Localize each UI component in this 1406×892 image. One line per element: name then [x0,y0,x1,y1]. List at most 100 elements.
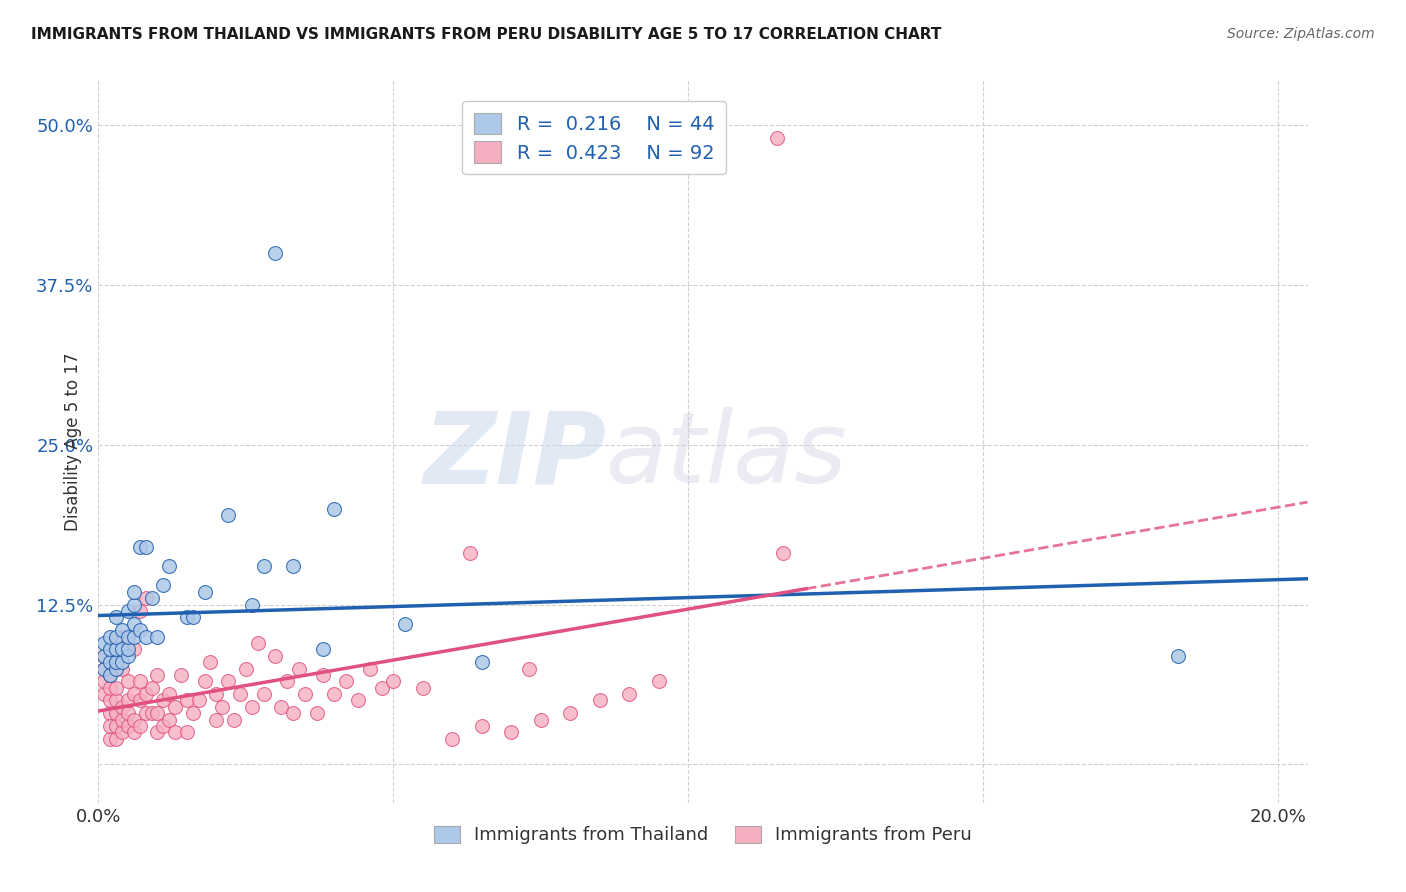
Point [252,559,274,574]
Point [122,713,145,727]
Point [128,719,150,733]
Point [111,725,134,739]
Point [98,630,121,644]
Point [157,559,180,574]
Text: ZIP: ZIP [423,408,606,505]
Point [122,642,145,657]
Point [181,706,204,721]
Point [370,681,392,695]
Point [281,706,304,721]
Point [141,706,163,721]
Legend: Immigrants from Thailand, Immigrants from Peru: Immigrants from Thailand, Immigrants fro… [427,818,979,852]
Point [157,687,180,701]
Point [105,719,128,733]
Point [128,693,150,707]
Point [264,648,287,663]
Point [146,706,169,721]
Point [264,246,287,260]
Point [135,706,157,721]
Point [235,661,257,675]
Point [152,578,174,592]
Point [98,642,121,657]
Point [111,661,134,675]
Point [105,706,128,721]
Point [311,668,333,682]
Point [93,687,115,701]
Point [619,687,641,701]
Point [141,591,163,606]
Point [165,725,187,739]
Point [222,713,245,727]
Point [217,508,239,522]
Point [517,661,540,675]
Point [117,648,139,663]
Point [176,725,198,739]
Point [98,719,121,733]
Point [305,706,328,721]
Point [152,719,174,733]
Point [176,610,198,624]
Point [122,725,145,739]
Point [105,693,128,707]
Point [157,713,180,727]
Point [335,674,357,689]
Point [765,131,787,145]
Point [105,731,128,746]
Point [276,674,298,689]
Point [105,642,128,657]
Point [194,674,217,689]
Point [117,642,139,657]
Point [501,725,523,739]
Point [117,630,139,644]
Point [98,693,121,707]
Point [93,648,115,663]
Point [111,699,134,714]
Text: atlas: atlas [606,408,848,505]
Point [93,661,115,675]
Point [122,616,145,631]
Point [246,636,269,650]
Point [176,693,198,707]
Point [135,630,157,644]
Point [187,693,209,707]
Point [128,540,150,554]
Point [105,661,128,675]
Point [122,630,145,644]
Point [240,598,263,612]
Point [105,681,128,695]
Point [105,630,128,644]
Point [471,655,494,669]
Point [98,655,121,669]
Point [648,674,671,689]
Point [128,623,150,637]
Point [200,655,222,669]
Point [560,706,582,721]
Point [359,661,381,675]
Point [458,546,481,560]
Point [288,661,311,675]
Point [194,584,217,599]
Point [93,648,115,663]
Point [412,681,434,695]
Point [170,668,193,682]
Point [111,655,134,669]
Point [111,623,134,637]
Point [135,540,157,554]
Point [382,674,405,689]
Text: IMMIGRANTS FROM THAILAND VS IMMIGRANTS FROM PERU DISABILITY AGE 5 TO 17 CORRELAT: IMMIGRANTS FROM THAILAND VS IMMIGRANTS F… [31,27,941,42]
Point [117,719,139,733]
Point [311,642,333,657]
Point [105,610,128,624]
Point [772,546,794,560]
Y-axis label: Disability Age 5 to 17: Disability Age 5 to 17 [63,352,82,531]
Point [530,713,553,727]
Point [229,687,252,701]
Point [135,591,157,606]
Point [217,674,239,689]
Point [93,661,115,675]
Point [146,668,169,682]
Point [323,501,346,516]
Point [294,687,316,701]
Point [93,636,115,650]
Point [128,604,150,618]
